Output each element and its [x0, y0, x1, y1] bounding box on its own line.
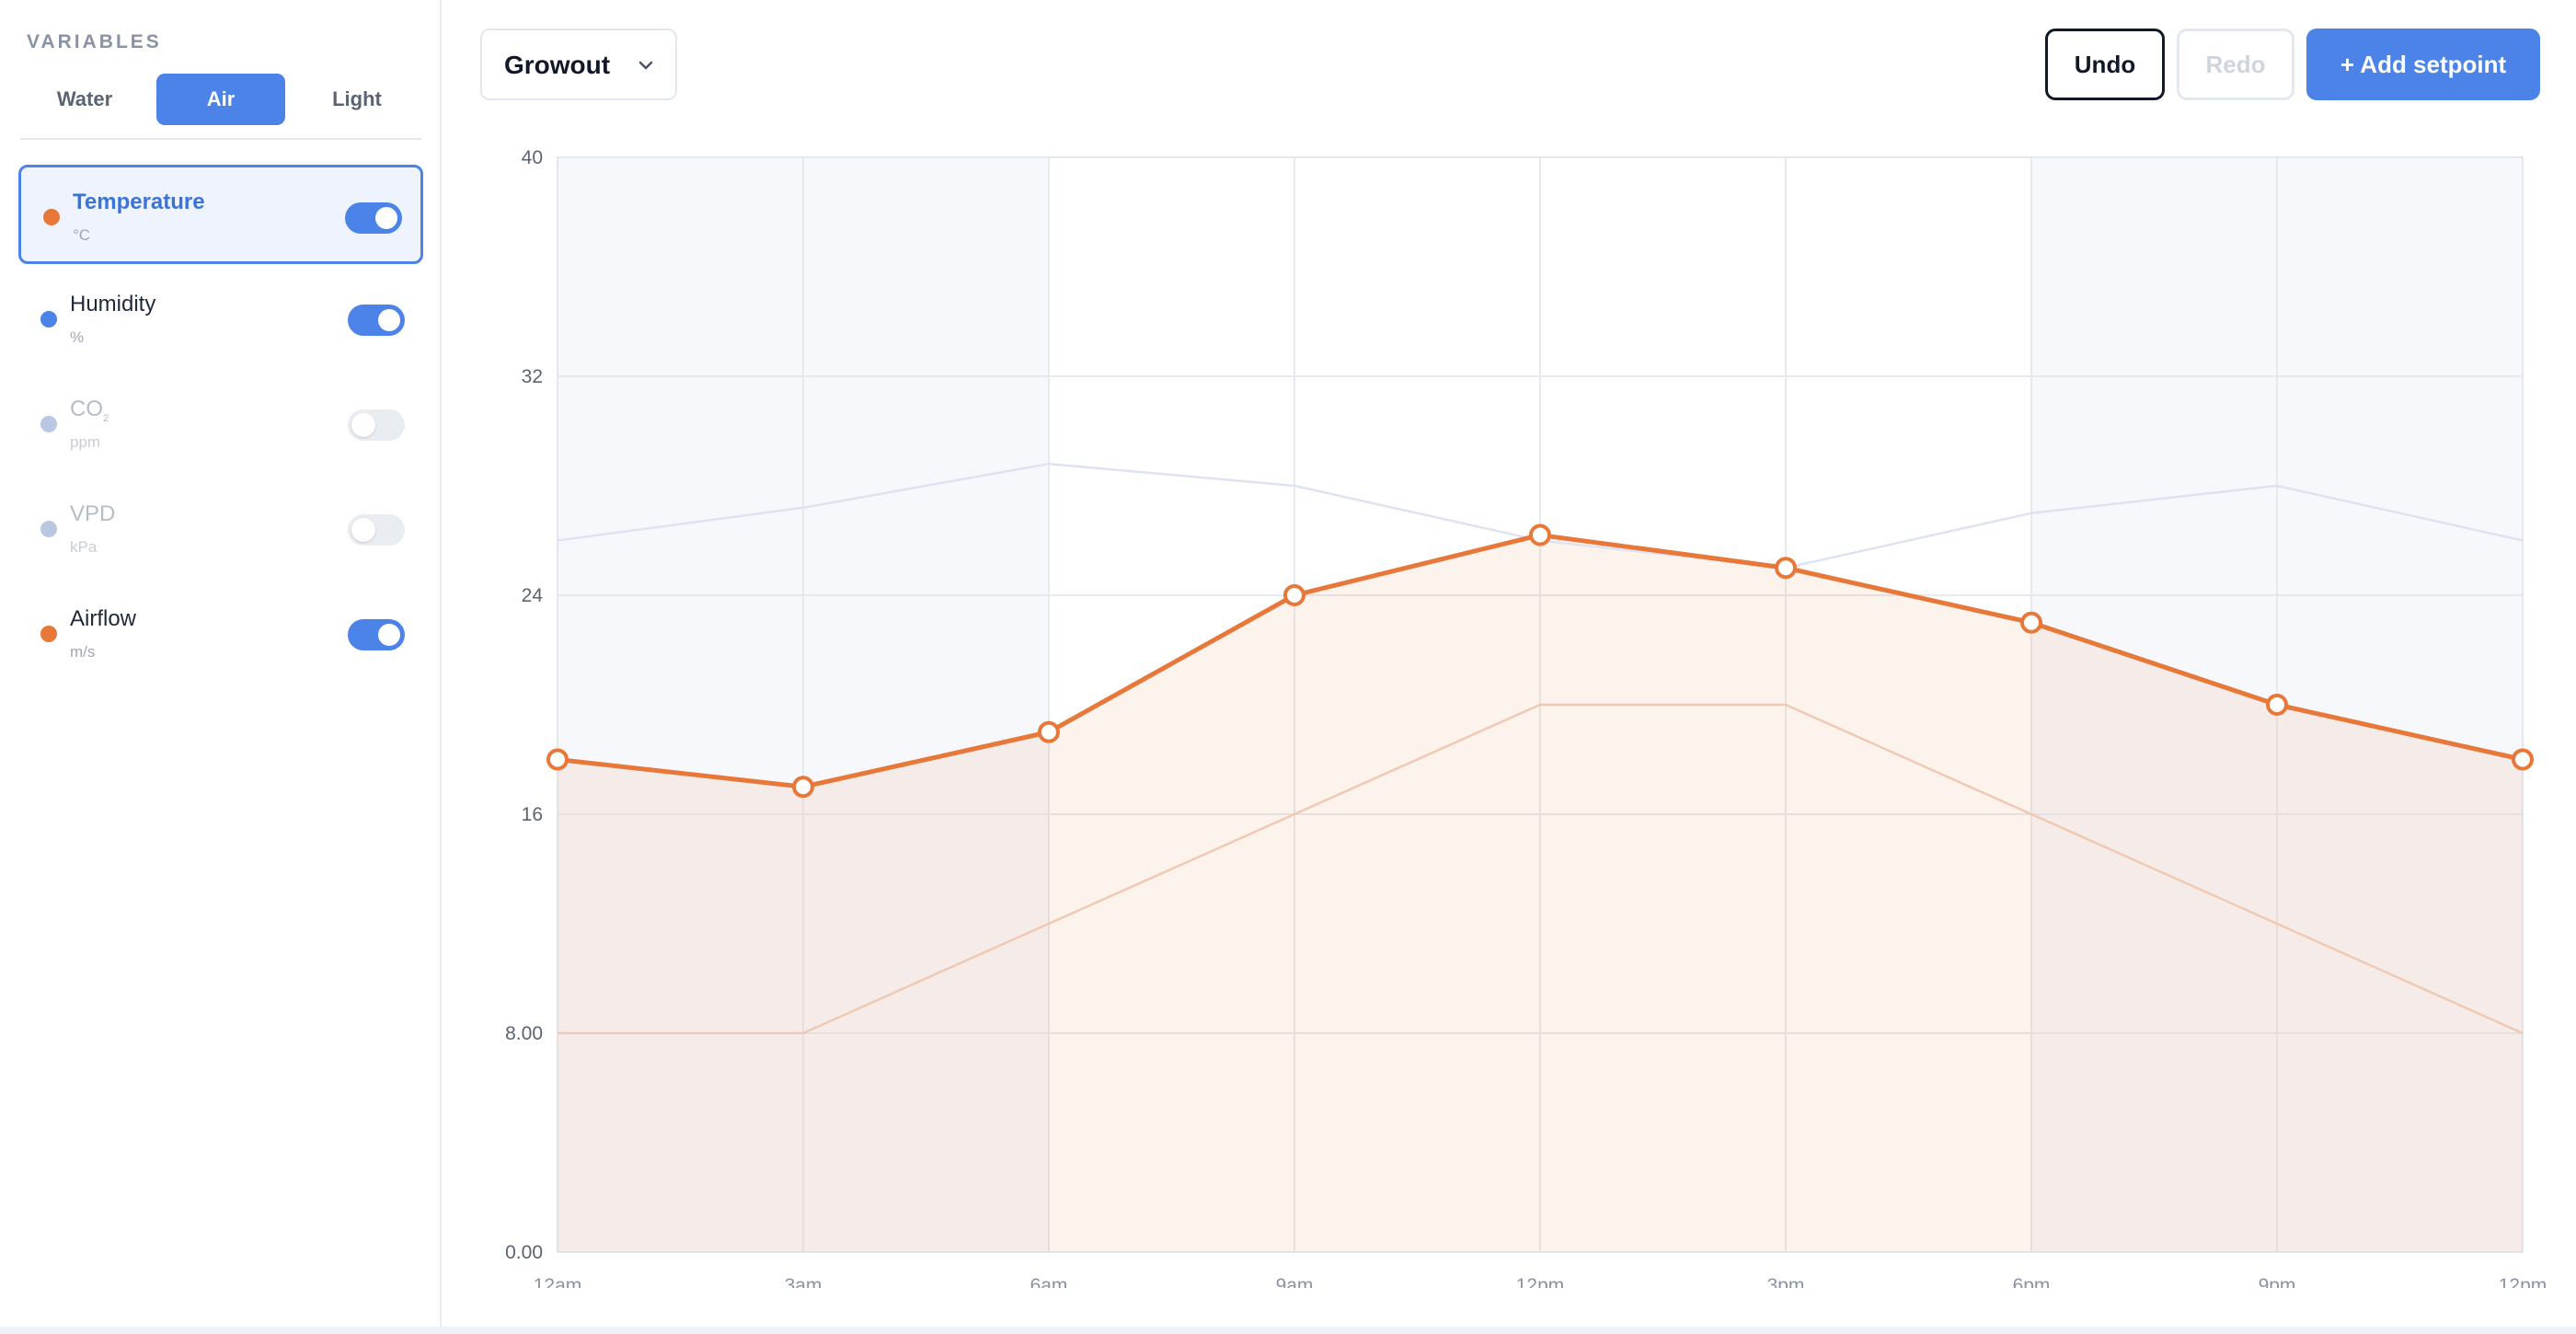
- variable-name: Airflow: [70, 606, 137, 631]
- setpoint-handle[interactable]: [2512, 748, 2534, 771]
- variable-item-temperature[interactable]: Temperature °C: [18, 165, 423, 264]
- setpoint-handle[interactable]: [1038, 720, 1060, 743]
- tab-water[interactable]: Water: [56, 87, 113, 110]
- plot-border: [557, 156, 2524, 1253]
- temperature-area: [558, 535, 2523, 1252]
- x-tick-label: 9am: [1276, 1275, 1314, 1288]
- variable-item-vpd[interactable]: VPD kPa: [18, 479, 423, 579]
- bottom-scrollbar-track: [0, 1327, 2576, 1334]
- lower-band-line: [558, 703, 2524, 1035]
- vpd-color-dot: [40, 521, 57, 537]
- add-setpoint-button[interactable]: + Add setpoint: [2306, 29, 2540, 100]
- humidity-color-dot: [40, 311, 57, 328]
- temperature-toggle[interactable]: [345, 202, 402, 234]
- x-tick-label: 6pm: [2013, 1275, 2051, 1288]
- variables-heading: VARIABLES: [27, 31, 162, 52]
- x-tick-label: 3am: [785, 1275, 822, 1288]
- airflow-color-dot: [40, 626, 57, 642]
- variable-unit: ppm: [70, 433, 101, 451]
- setpoint-handle[interactable]: [546, 748, 569, 771]
- variable-name: Humidity: [70, 292, 156, 316]
- vpd-toggle[interactable]: [348, 514, 405, 546]
- co2-color-dot: [40, 416, 57, 432]
- variable-unit: %: [70, 328, 85, 346]
- x-tick-label: 12am: [534, 1275, 582, 1288]
- setpoint-handle[interactable]: [2020, 611, 2042, 634]
- x-tick-label: 3pm: [1767, 1275, 1805, 1288]
- setpoint-handle[interactable]: [1775, 557, 1797, 580]
- y-tick-label: 16: [522, 804, 543, 825]
- variable-name: CO2: [70, 397, 109, 424]
- x-tick-label: 9pm: [2259, 1275, 2296, 1288]
- x-tick-label: 12pm: [1516, 1275, 1565, 1288]
- tab-light[interactable]: Light: [332, 87, 382, 110]
- y-tick-label: 32: [522, 366, 543, 387]
- tab-air[interactable]: Air: [156, 74, 285, 125]
- airflow-toggle[interactable]: [348, 619, 405, 650]
- variable-unit: °C: [73, 226, 91, 244]
- variable-name: Temperature: [73, 190, 205, 214]
- variable-group-tabs: Water Air Light: [20, 74, 421, 140]
- y-tick-label: 8.00: [505, 1023, 543, 1044]
- variable-unit: m/s: [70, 643, 96, 661]
- variable-item-airflow[interactable]: Airflow m/s: [18, 584, 423, 684]
- temperature-color-dot: [43, 209, 60, 225]
- y-tick-label: 0.00: [505, 1242, 543, 1263]
- setpoint-chart[interactable]: 0.00 8.00 16 24 32 40 12am 3am 6am 9am 12pm 3pm 6pm 9…: [442, 129, 2558, 1288]
- setpoint-handle[interactable]: [1283, 584, 1305, 606]
- chevron-down-icon: [638, 61, 653, 70]
- preset-select[interactable]: Growout: [480, 29, 677, 100]
- variable-item-co2[interactable]: CO2 ppm: [18, 374, 423, 474]
- setpoint-handle[interactable]: [1529, 523, 1551, 546]
- setpoint-handle[interactable]: [792, 776, 814, 799]
- humidity-toggle[interactable]: [348, 305, 405, 336]
- y-tick-label: 24: [522, 585, 544, 606]
- y-tick-label: 40: [522, 147, 543, 168]
- x-tick-label: 12pm: [2499, 1275, 2547, 1288]
- preset-value: Growout: [504, 51, 611, 79]
- setpoint-handle[interactable]: [2266, 694, 2288, 716]
- co2-toggle[interactable]: [348, 409, 405, 441]
- variable-item-humidity[interactable]: Humidity %: [18, 270, 423, 369]
- redo-button[interactable]: Redo: [2177, 29, 2294, 100]
- variables-sidebar: VARIABLES Water Air Light Temperature °C…: [0, 0, 442, 1334]
- undo-button[interactable]: Undo: [2045, 29, 2165, 100]
- x-tick-label: 6am: [1030, 1275, 1068, 1288]
- variable-unit: kPa: [70, 538, 98, 556]
- variable-name: VPD: [70, 501, 116, 526]
